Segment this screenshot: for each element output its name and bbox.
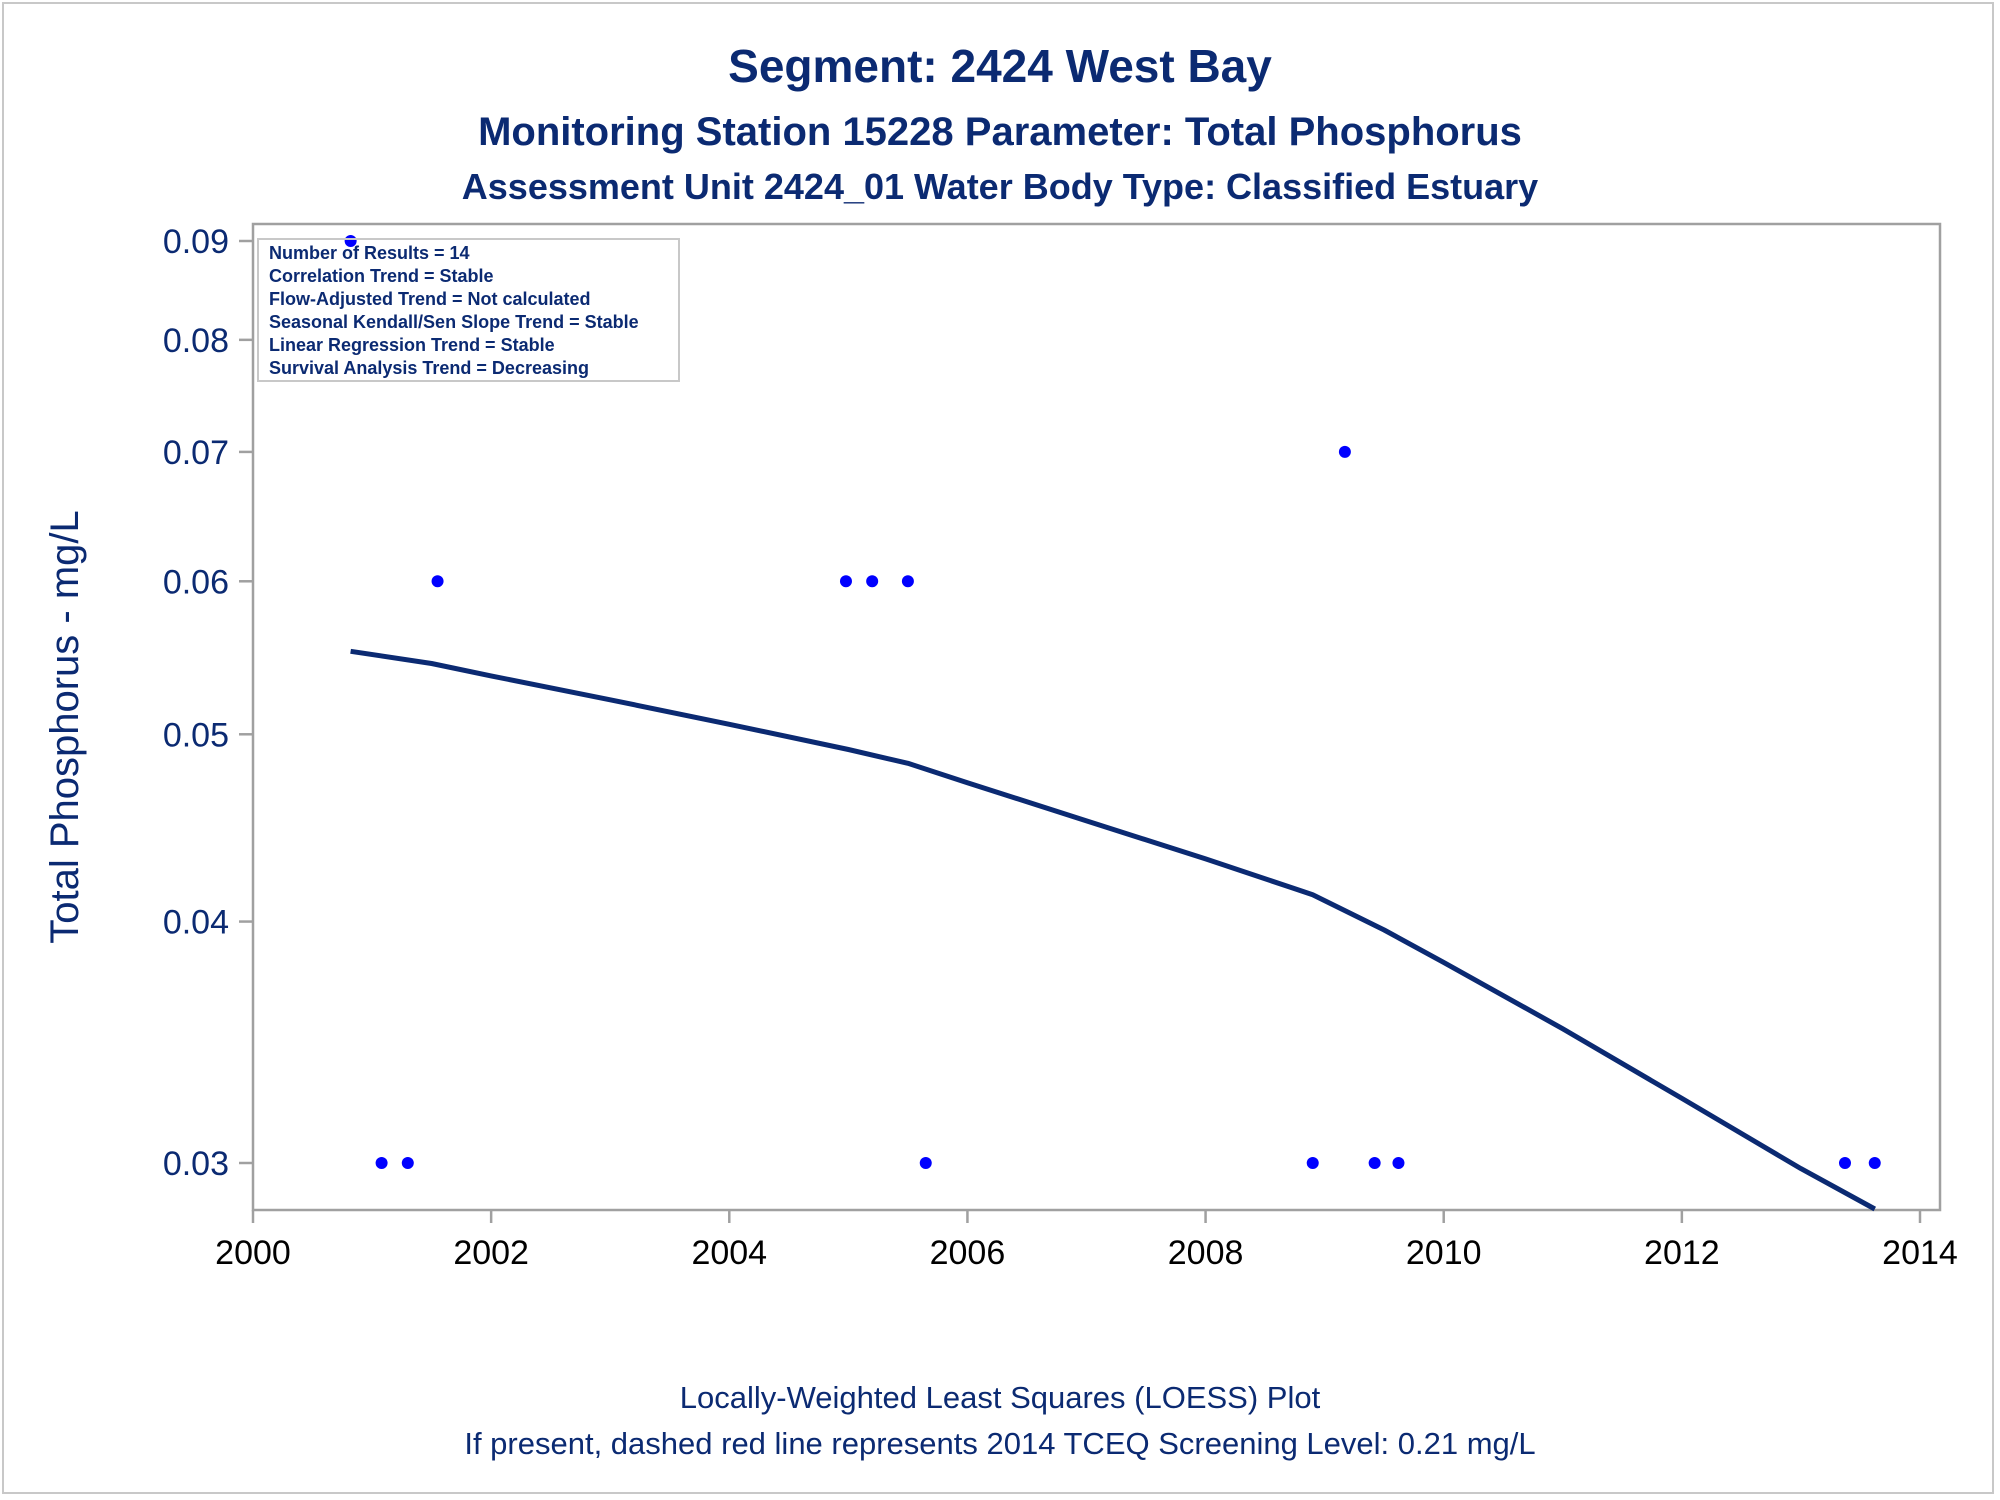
chart-titles: Segment: 2424 West Bay Monitoring Statio…: [0, 28, 2000, 214]
x-tick-label: 2006: [930, 1234, 1006, 1272]
loess-line: [350, 648, 1876, 1212]
x-tick-label: 2012: [1644, 1234, 1720, 1272]
chart-title: Segment: 2424 West Bay: [728, 40, 1272, 92]
chart-marks: [344, 235, 1881, 1212]
y-tick-label: 0.06: [163, 563, 229, 601]
data-point: [839, 575, 852, 588]
y-tick-label: 0.05: [163, 716, 229, 754]
data-point: [1868, 1157, 1881, 1169]
y-tick-label: 0.07: [163, 434, 229, 472]
chart-axes: 2000 2002 2004 2006 2008 2010 2012 2014 0.03 0.04…: [43, 222, 1958, 1272]
inset-legend-line: Survival Analysis Trend = Decreasing: [269, 358, 589, 378]
data-point: [901, 575, 914, 588]
y-axis-label: Total Phosphorus - mg/L: [43, 510, 87, 944]
data-point: [1368, 1157, 1381, 1169]
x-tick-label: 2004: [691, 1234, 767, 1272]
x-tick-label: 2002: [453, 1234, 529, 1272]
chart-subtitle-secondary: Assessment Unit 2424_01 Water Body Type:…: [461, 166, 1539, 207]
data-point: [401, 1157, 414, 1169]
inset-legend-line: Linear Regression Trend = Stable: [269, 335, 555, 355]
plot-frame: [251, 222, 1942, 1212]
x-tick-label: 2014: [1882, 1234, 1958, 1272]
inset-legend: Number of Results = 14 Correlation Trend …: [257, 238, 680, 382]
data-point: [1338, 445, 1351, 458]
data-point: [375, 1157, 388, 1169]
footnote-screening-level: If present, dashed red line represents 2…: [464, 1426, 1536, 1461]
inset-legend-box: [257, 238, 680, 382]
y-tick-label: 0.08: [163, 322, 229, 360]
y-tick-label: 0.04: [163, 904, 229, 942]
y-tick-label: 0.09: [163, 223, 229, 261]
footnote-method: Locally-Weighted Least Squares (LOESS) P…: [679, 1380, 1321, 1415]
data-point: [1306, 1157, 1319, 1169]
x-tick-label: 2000: [215, 1234, 291, 1272]
chart-subtitle: Monitoring Station 15228 Parameter: Tota…: [478, 110, 1522, 154]
x-tick-label: 2010: [1406, 1234, 1482, 1272]
inset-legend-line: Correlation Trend = Stable: [269, 266, 494, 286]
inset-legend-line: Seasonal Kendall/Sen Slope Trend = Stabl…: [269, 312, 639, 332]
inset-legend-line: Flow-Adjusted Trend = Not calculated: [269, 289, 591, 309]
data-point: [431, 575, 444, 588]
data-point: [919, 1157, 932, 1169]
data-point: [1392, 1157, 1405, 1169]
data-point: [866, 575, 879, 588]
data-point: [1838, 1157, 1851, 1169]
inset-legend-line: Number of Results = 14: [269, 243, 470, 263]
x-tick-label: 2008: [1168, 1234, 1244, 1272]
y-tick-label: 0.03: [163, 1145, 229, 1183]
